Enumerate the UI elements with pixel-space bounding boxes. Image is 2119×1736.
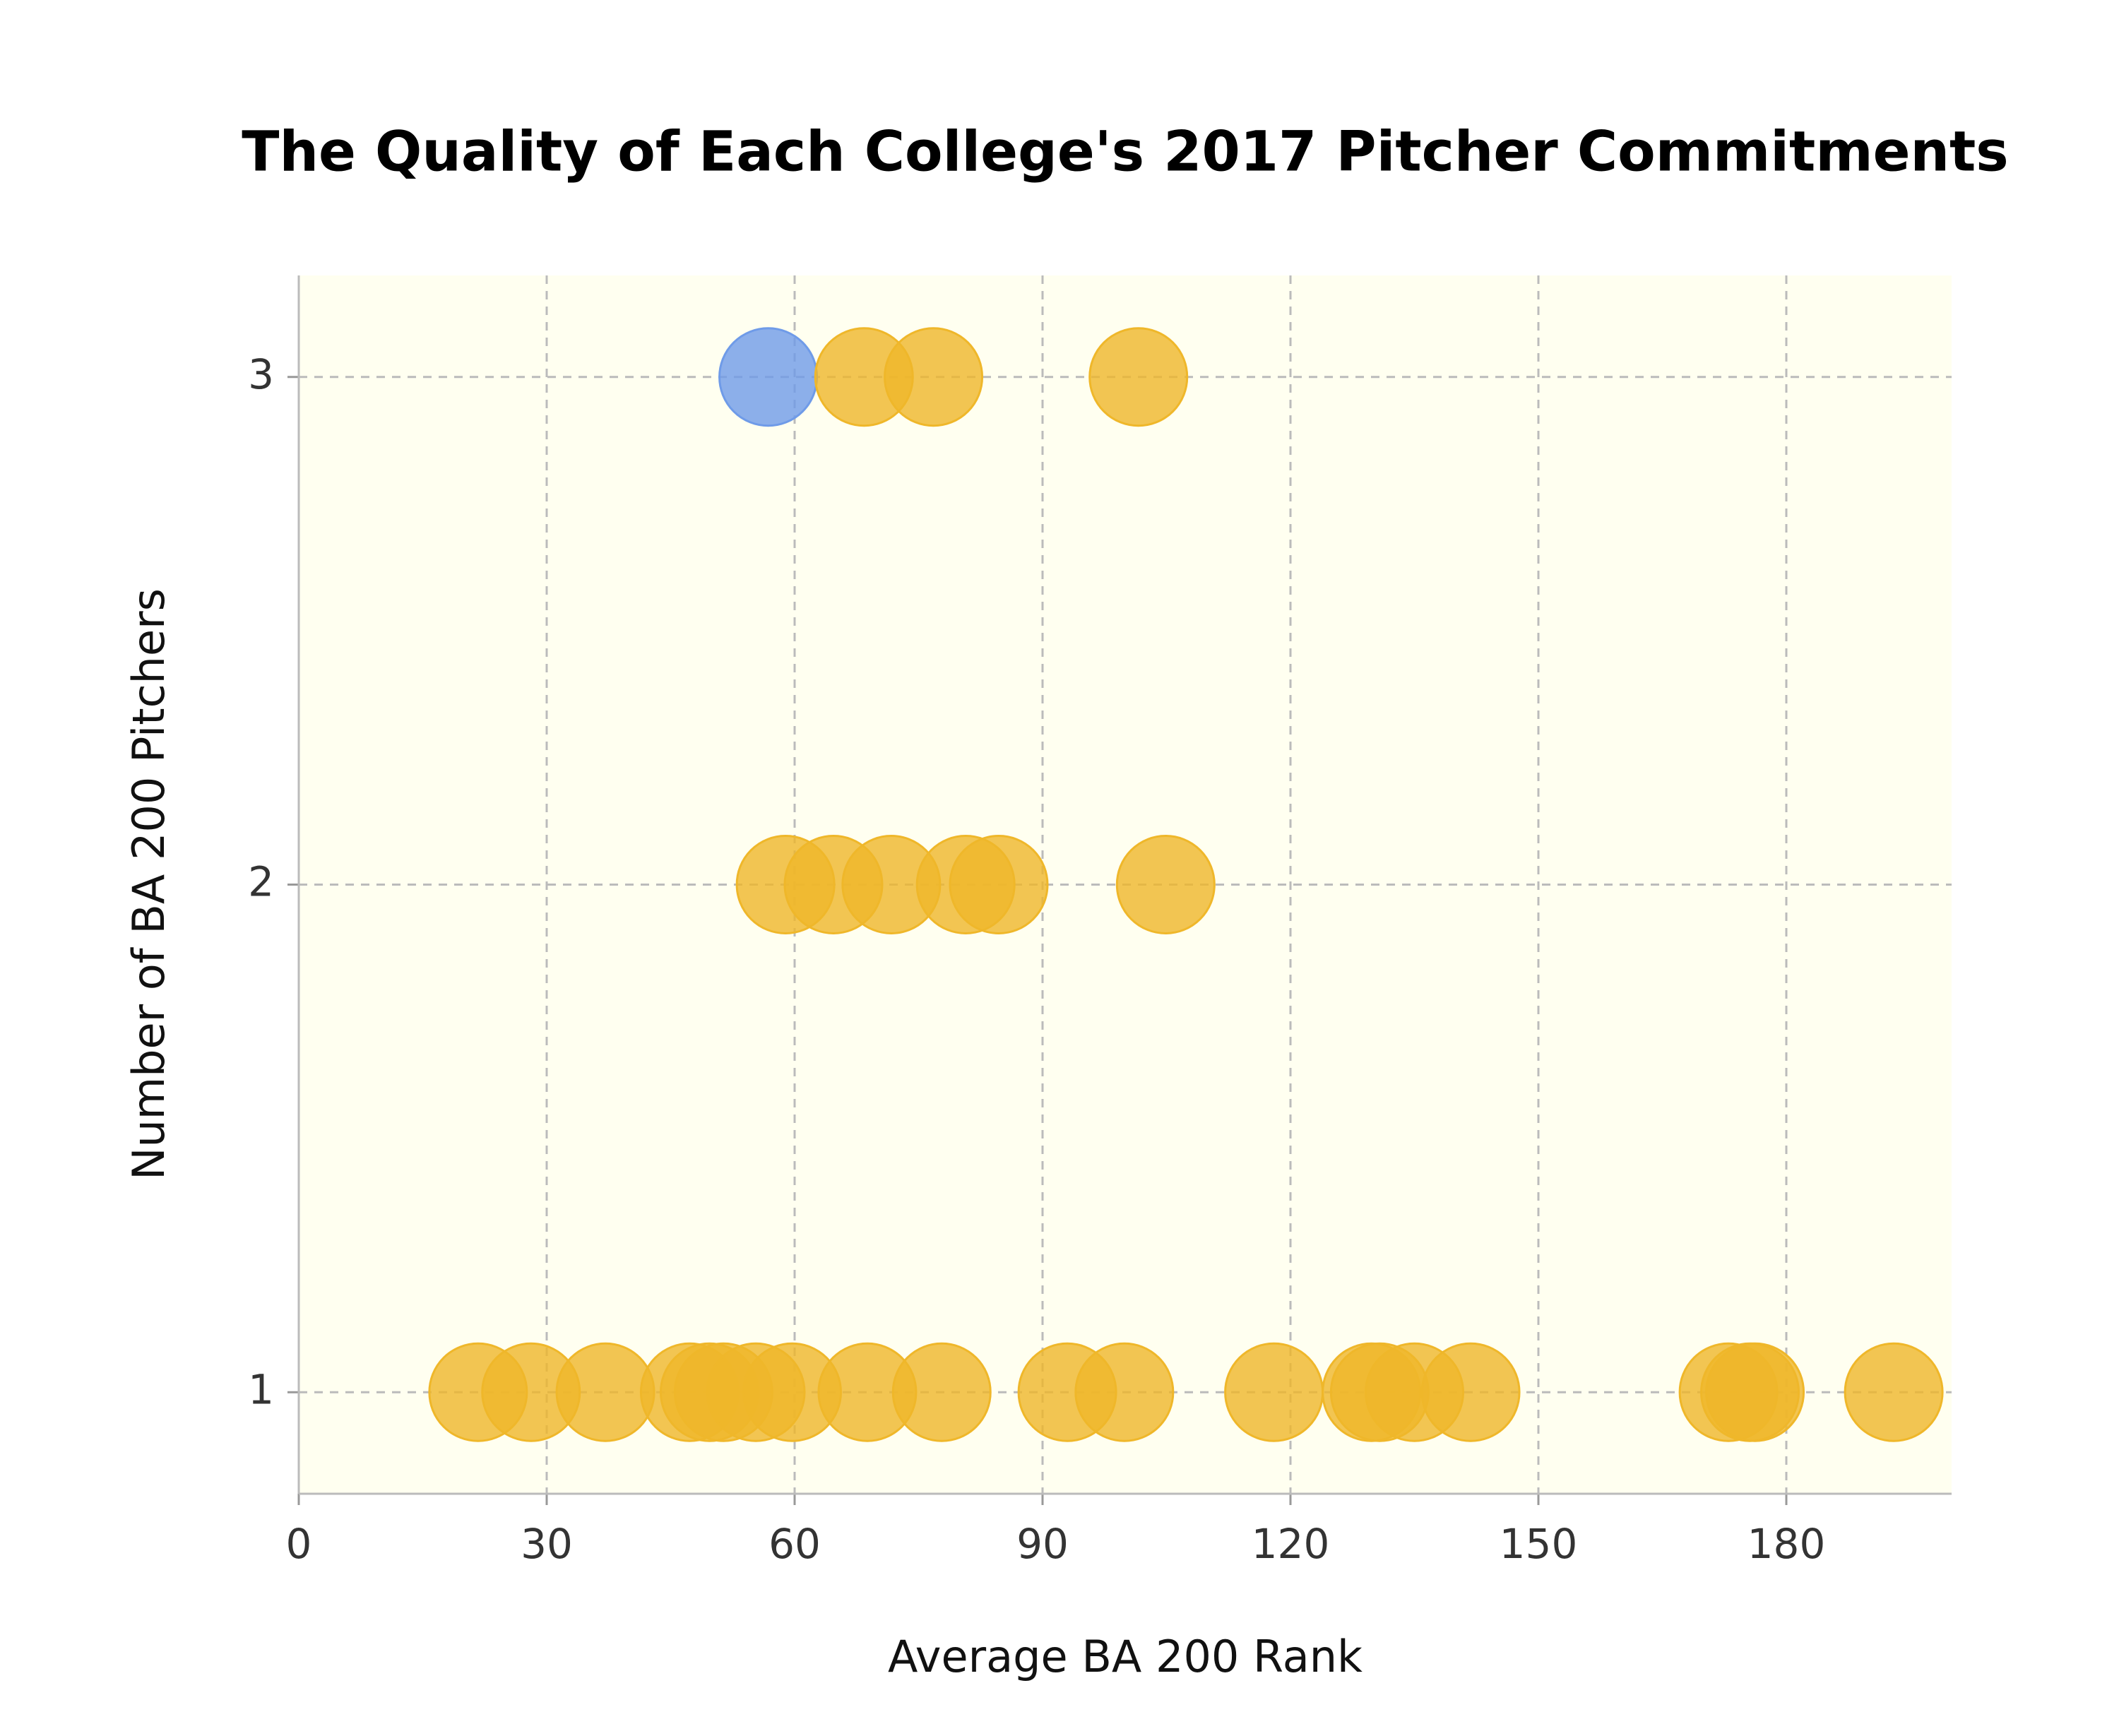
x-tick-label: 90 [1016, 1520, 1069, 1568]
y-tick-label: 2 [248, 858, 274, 906]
point [1705, 1342, 1805, 1442]
point [718, 327, 819, 427]
point [1844, 1342, 1944, 1442]
y-axis-title: Number of BA 200 Pitchers [123, 588, 174, 1180]
point [555, 1342, 655, 1442]
y-tick-label: 3 [248, 350, 274, 398]
point [1074, 1342, 1175, 1442]
x-tick-label: 30 [521, 1520, 573, 1568]
y-tick-label: 1 [248, 1365, 274, 1413]
point [1088, 327, 1189, 427]
x-tick-label: 120 [1252, 1520, 1330, 1568]
point [949, 835, 1049, 934]
point [884, 327, 984, 427]
chart-title: The Quality of Each College's 2017 Pitch… [242, 120, 2008, 184]
point [891, 1342, 992, 1442]
x-tick-label: 0 [286, 1520, 312, 1568]
x-tick-label: 150 [1500, 1520, 1578, 1568]
point [1420, 1342, 1521, 1442]
point [1115, 835, 1216, 934]
x-axis-title: Average BA 200 Rank [888, 1631, 1363, 1682]
x-tick-label: 180 [1747, 1520, 1826, 1568]
point [1224, 1342, 1324, 1442]
x-tick-label: 60 [768, 1520, 821, 1568]
